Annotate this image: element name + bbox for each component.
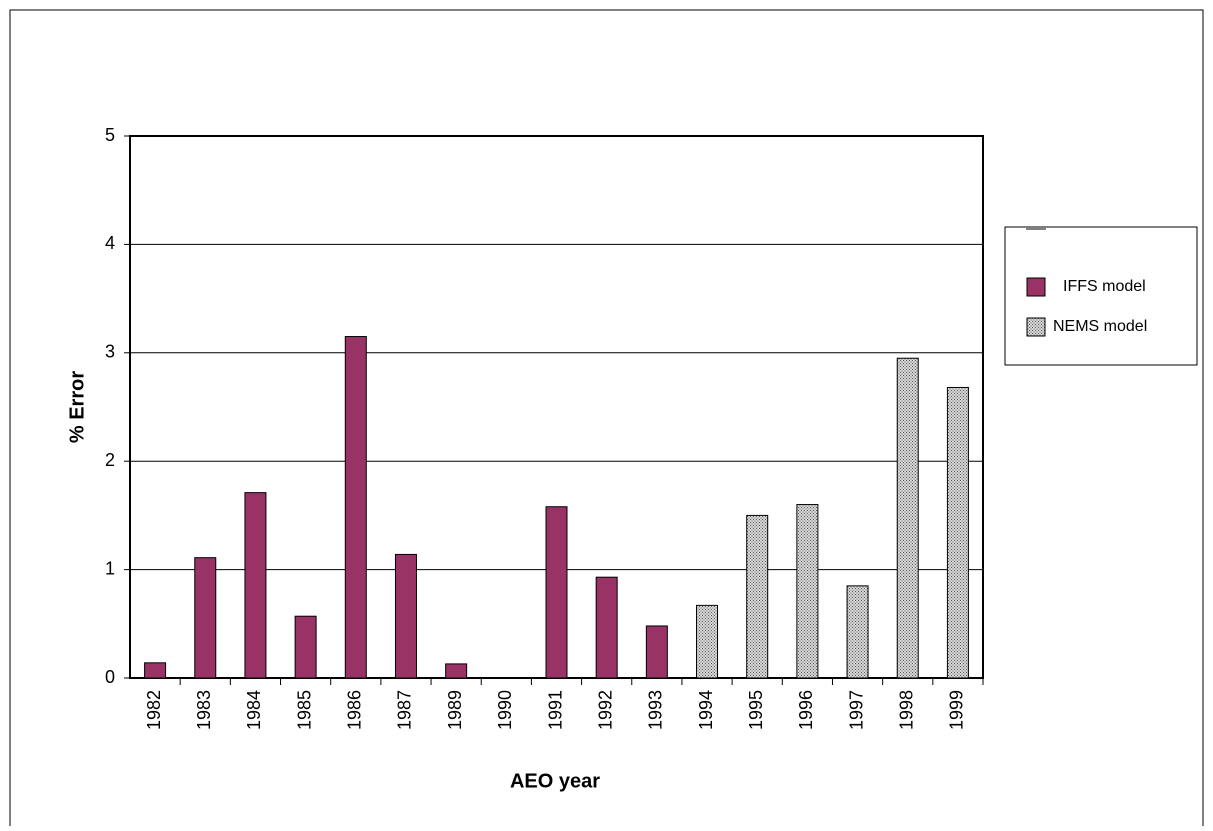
x-tick-label: 1992	[595, 690, 615, 730]
x-tick-label: 1993	[646, 690, 666, 730]
bar	[344, 336, 367, 679]
y-tick-label: 3	[105, 342, 115, 362]
x-tick-label: 1984	[244, 690, 264, 730]
x-tick-label: 1991	[545, 690, 565, 730]
bar	[595, 576, 618, 679]
bar	[394, 553, 417, 679]
legend-label: IFFS model	[1063, 278, 1146, 295]
chart-frame	[9, 9, 1204, 831]
x-tick-label: 1999	[947, 690, 967, 730]
bar	[144, 662, 167, 679]
bar	[746, 514, 769, 679]
x-tick-label: 1990	[495, 690, 515, 730]
x-tick-label: 1985	[294, 690, 314, 730]
x-tick-label: 1987	[395, 690, 415, 730]
x-tick-label: 1982	[144, 690, 164, 730]
y-tick-label: 1	[105, 558, 115, 578]
bar	[846, 585, 869, 679]
bar	[294, 615, 317, 679]
x-tick-label: 1983	[194, 690, 214, 730]
y-tick-label: 2	[105, 450, 115, 470]
x-tick-label: 1996	[796, 690, 816, 730]
x-tick-label: 1995	[746, 690, 766, 730]
x-axis-title: AEO year	[510, 770, 600, 792]
legend-swatch	[1026, 317, 1046, 337]
bar	[194, 557, 217, 679]
y-tick-label: 5	[105, 125, 115, 145]
x-tick-label: 1998	[896, 690, 916, 730]
bar	[796, 504, 819, 679]
x-tick-label: 1994	[696, 690, 716, 730]
bar	[696, 604, 719, 679]
y-tick-label: 0	[105, 667, 115, 687]
x-tick-label: 1986	[345, 690, 365, 730]
bar	[445, 663, 468, 679]
legend-swatch	[1026, 277, 1046, 297]
x-tick-label: 1989	[445, 690, 465, 730]
y-axis-title: % Error	[66, 371, 88, 443]
bar	[645, 625, 668, 679]
y-tick-label: 4	[105, 233, 115, 253]
bar	[244, 492, 267, 679]
legend-label: NEMS model	[1053, 318, 1147, 335]
bar	[545, 506, 568, 679]
x-tick-label: 1997	[846, 690, 866, 730]
bar	[946, 386, 969, 679]
bar	[896, 357, 919, 679]
